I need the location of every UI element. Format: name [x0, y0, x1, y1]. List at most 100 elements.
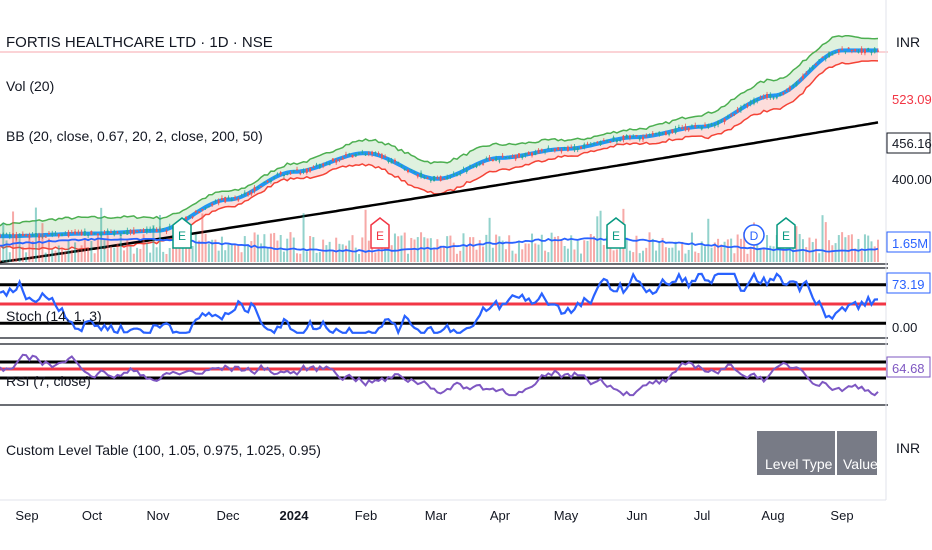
volume-bar: [870, 241, 873, 262]
volume-bar: [537, 244, 540, 262]
candle-body: [638, 137, 641, 140]
volume-bar: [377, 248, 380, 262]
volume-bar: [162, 251, 165, 262]
candle-body: [263, 181, 266, 183]
candle-body: [61, 233, 64, 236]
volume-bar: [87, 247, 90, 262]
candle-body: [531, 152, 534, 156]
volume-bar: [844, 237, 847, 262]
candle-body: [854, 48, 857, 51]
volume-bar: [198, 240, 201, 262]
volume-legend[interactable]: Vol (20): [6, 78, 55, 94]
candle-body: [498, 160, 501, 162]
x-tick-oct: Oct: [81, 508, 103, 523]
volume-bar: [51, 249, 54, 262]
candle-body: [224, 197, 227, 203]
volume-bar: [772, 246, 775, 262]
candle-body: [331, 158, 334, 161]
candle-body: [877, 50, 879, 52]
volume-bar: [103, 239, 106, 262]
volume-bar: [260, 243, 263, 262]
candle-body: [230, 199, 233, 201]
event-marker-e: E: [776, 217, 796, 249]
candle-body: [269, 180, 272, 182]
volume-bar: [96, 234, 99, 262]
bollinger-legend[interactable]: BB (20, close, 0.67, 20, 2, close, 200, …: [6, 128, 263, 144]
volume-bar: [557, 236, 560, 262]
volume-bar: [426, 238, 429, 262]
volume-bar: [28, 234, 31, 262]
candle-body: [628, 135, 631, 138]
volume-bar: [354, 247, 357, 262]
rsi-label-box: [886, 356, 931, 378]
volume-bar: [67, 240, 70, 262]
volume-bar: [805, 247, 808, 262]
volume-bar: [74, 242, 77, 262]
candle-body: [488, 157, 491, 160]
candle-body: [482, 163, 485, 165]
volume-bar: [44, 252, 47, 262]
custom-table-legend[interactable]: Custom Level Table (100, 1.05, 0.975, 1.…: [6, 442, 321, 458]
candle-body: [596, 141, 599, 143]
stoch-label-box: [886, 272, 931, 294]
volume-bar: [282, 251, 285, 262]
candle-body: [217, 200, 220, 204]
volume-bar: [384, 247, 387, 262]
stoch-legend[interactable]: Stoch (14, 1, 3): [6, 308, 102, 324]
price-label-400: 400.00: [892, 172, 932, 187]
volume-bar: [70, 249, 73, 262]
volume-bar: [152, 225, 155, 262]
volume-bar: [171, 247, 174, 262]
volume-bar: [671, 247, 674, 262]
candle-body: [296, 169, 299, 171]
candle-body: [674, 128, 677, 133]
candle-body: [681, 127, 684, 129]
volume-bar: [459, 250, 462, 262]
candle-body: [328, 164, 331, 166]
candle-body: [403, 168, 406, 170]
candle-body: [517, 153, 520, 158]
candle-body: [641, 136, 644, 140]
volume-bar: [850, 234, 853, 262]
volume-bar: [276, 240, 279, 262]
candle-body: [664, 131, 667, 136]
volume-bar: [720, 244, 723, 262]
candle-body: [276, 173, 279, 175]
candle-body: [325, 163, 328, 165]
volume-bar: [201, 213, 204, 262]
volume-bar: [821, 215, 824, 262]
candle-body: [299, 173, 302, 175]
volume-bar: [106, 235, 109, 262]
x-tick-dec: Dec: [216, 508, 240, 523]
volume-bar: [302, 213, 305, 262]
volume-bar: [736, 234, 739, 262]
candle-body: [129, 230, 132, 233]
x-tick-feb: Feb: [354, 508, 378, 523]
volume-bar: [619, 242, 622, 262]
volume-bar: [116, 243, 119, 262]
candle-body: [31, 234, 34, 237]
candle-body: [452, 173, 455, 175]
candle-body: [354, 153, 357, 157]
candle-body: [824, 57, 827, 59]
candle-body: [198, 211, 201, 214]
volume-bar: [517, 240, 520, 262]
volume-bar: [521, 249, 524, 262]
volume-bar: [641, 250, 644, 262]
volume-bar: [358, 253, 361, 262]
candle-body: [211, 204, 214, 206]
candle-body: [677, 127, 680, 129]
candle-body: [273, 177, 276, 179]
rsi-legend[interactable]: RSI (7, close): [6, 373, 91, 389]
candle-body: [420, 172, 423, 178]
candle-body: [377, 152, 380, 155]
candle-body: [821, 56, 824, 58]
candle-body: [250, 192, 253, 195]
volume-bar: [589, 233, 592, 262]
candle-body: [8, 234, 11, 238]
volume-bar: [534, 243, 537, 262]
volume-bar: [237, 245, 240, 262]
candle-body: [459, 172, 462, 175]
candle-body: [583, 144, 586, 148]
